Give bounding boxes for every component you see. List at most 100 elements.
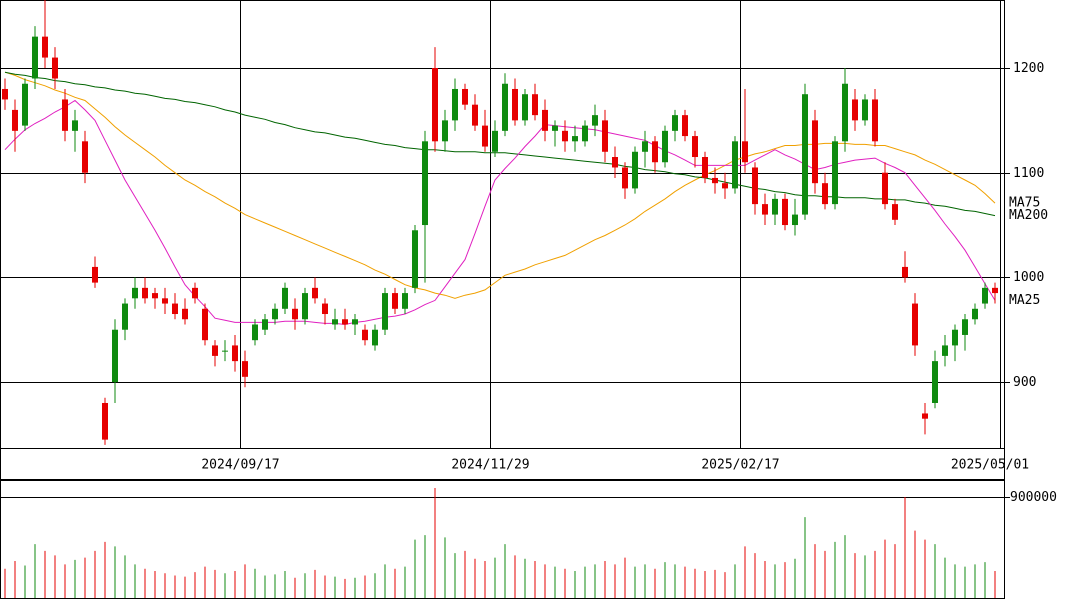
candle-body [602,120,608,152]
candle-body [692,136,698,158]
candle-body [12,109,18,131]
candle-body [822,183,828,205]
candle-body [662,130,668,163]
y-tick-label: 900 [1013,375,1036,390]
candle-body [142,287,148,299]
candle-body [802,94,808,215]
candle-body [342,319,348,325]
moving-average-label: MA200 [1009,208,1048,223]
x-tick-label: 2025/02/17 [701,458,779,473]
candle-body [562,130,568,142]
candle-body [442,120,448,142]
candle-body [732,141,738,189]
candle-body [512,88,518,121]
candle-body [982,287,988,304]
candle-body [462,88,468,105]
candle-body [752,167,758,205]
candle-body [622,167,628,189]
y-tick-label: 1200 [1013,61,1044,76]
candle-body [772,198,778,215]
candle-body [232,345,238,362]
candle-body [472,104,478,126]
candle-body [942,345,948,356]
candle-body [272,308,278,320]
candle-body [842,83,848,142]
candle-body [962,319,968,335]
candle-body [62,99,68,131]
candle-body [262,319,268,330]
candle-body [292,308,298,320]
moving-average-line [4,71,996,217]
candle-body [762,204,768,215]
candle-body [22,83,28,126]
candle-body [722,183,728,189]
candle-body [212,345,218,356]
candle-body [242,361,248,377]
candle-body [392,293,398,309]
candle-body [912,303,918,346]
candle-body [502,83,508,131]
candle-body [642,141,648,152]
candle-body [432,68,438,142]
moving-average-line [4,71,996,299]
candle-body [582,125,588,142]
candle-body [132,287,138,299]
candle-body [902,266,908,278]
candle-body [592,115,598,126]
x-tick-label: 2024/11/29 [451,458,529,473]
volume-tick-label: 900000 [1010,490,1057,505]
candle-body [632,151,638,189]
candle-body [862,99,868,121]
candle-body [222,350,228,352]
candle-body [542,109,548,131]
candle-body [422,141,428,226]
candle-body [192,287,198,299]
candle-body [102,402,108,440]
candle-body [952,329,958,346]
candle-body [182,308,188,320]
candle-body [852,99,858,121]
volume-panel-frame [0,480,1005,599]
candle-body [82,141,88,173]
candle-body [872,99,878,142]
y-tick-label: 1100 [1013,166,1044,181]
x-tick-label: 2024/09/17 [201,458,279,473]
moving-average-label: MA75 [1009,196,1040,211]
candle-body [2,88,8,100]
candle-body [892,204,898,220]
candle-body [112,329,118,383]
date-strip-frame [0,448,1005,480]
candle-body [832,141,838,205]
candle-body [372,329,378,346]
x-tick-label: 2025/05/01 [951,458,1029,473]
candle-body [482,125,488,147]
candle-body [452,88,458,121]
candle-body [152,293,158,299]
candle-body [552,125,558,131]
candle-body [382,293,388,330]
candle-body [202,308,208,341]
candle-body [282,287,288,309]
candle-body [312,287,318,299]
candle-body [172,303,178,315]
candle-body [672,115,678,131]
candle-body [322,303,328,315]
candle-body [652,141,658,163]
candle-body [702,157,708,178]
candle-body [922,413,928,419]
candle-body [402,293,408,309]
candle-body [532,94,538,116]
y-tick-label: 1000 [1013,270,1044,285]
candle-body [782,198,788,226]
candle-body [42,36,48,58]
candle-body [352,319,358,325]
moving-average-line [4,99,996,326]
candle-body [362,329,368,341]
candle-body [972,308,978,320]
candle-body [882,172,888,205]
candle-body [612,157,618,168]
candle-body [162,298,168,304]
candle-body [522,94,528,121]
candle-body [812,120,818,184]
